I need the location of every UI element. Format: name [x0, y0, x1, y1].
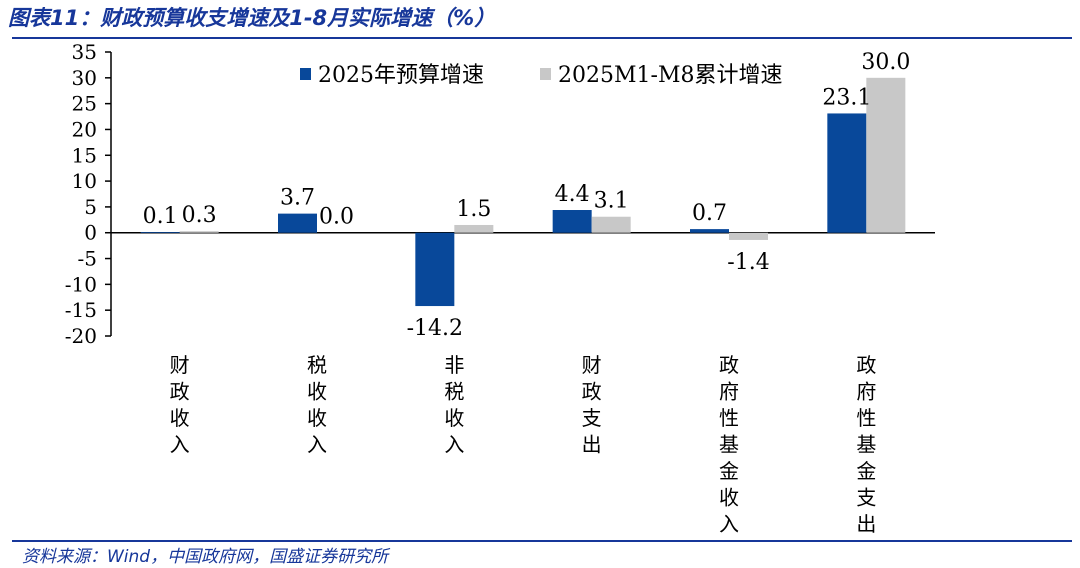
data-label-budget-4: 0.7: [692, 201, 727, 226]
legend-swatch-0: [300, 68, 311, 80]
data-label-budget-3: 4.4: [555, 182, 590, 207]
bar-budget-5: [827, 113, 867, 233]
category-label-1: 税收收入: [307, 353, 327, 457]
data-label-budget-5: 23.1: [822, 85, 871, 110]
y-tick-label: -10: [65, 272, 97, 296]
category-label-4: 政府性基金收入: [719, 353, 739, 536]
bar-actual-5: [866, 77, 906, 233]
data-label-budget-1: 3.7: [280, 186, 315, 211]
bar-budget-3: [552, 210, 592, 233]
legend-swatch-1: [540, 68, 551, 80]
bar-actual-2: [454, 224, 494, 233]
bar-actual-3: [591, 216, 631, 233]
bottom-rule: [12, 540, 1072, 542]
y-tick-label: 15: [72, 143, 97, 167]
legend-label-1: 2025M1-M8累计增速: [558, 63, 782, 88]
figure-title: 图表11：财政预算收支增速及1-8月实际增速（%）: [8, 6, 496, 30]
y-tick-label: 5: [84, 195, 97, 219]
category-label-3: 财政支出: [582, 353, 602, 457]
legend: 2025年预算增速 2025M1-M8累计增速: [300, 63, 782, 88]
data-label-actual-4: -1.4: [727, 250, 769, 275]
legend-label-0: 2025年预算增速: [318, 63, 484, 88]
bar-budget-0: [140, 232, 180, 234]
category-labels: 财政收入 税收收入 非税收入 财政支出 政府性基金收入 政府性基金支出: [170, 353, 877, 536]
y-tick-label: -5: [78, 247, 97, 271]
y-tick-label: -20: [65, 324, 97, 348]
top-rule: [12, 37, 1072, 39]
bar-budget-1: [278, 213, 317, 233]
y-tick-label: 30: [72, 66, 97, 90]
category-label-0: 财政收入: [170, 353, 190, 457]
y-tick-label: 10: [72, 169, 97, 193]
data-label-actual-1: 0.0: [319, 205, 354, 230]
bar-budget-2: [415, 232, 455, 307]
bar-budget-4: [690, 229, 729, 233]
data-label-budget-0: 0.1: [143, 204, 178, 229]
data-label-budget-2: -14.2: [407, 316, 463, 341]
y-tick-label: 25: [72, 92, 97, 116]
category-label-5: 政府性基金支出: [856, 353, 876, 536]
data-labels: 0.1 0.3 3.70.0 -14.2 1.5 4.4 3.1 0.7-1.4 23.1 30.…: [143, 50, 911, 341]
data-label-actual-3: 3.1: [594, 189, 629, 214]
y-tick-label: 0: [84, 221, 97, 245]
bar-actual-0: [179, 231, 219, 233]
y-tick-label: 20: [72, 117, 97, 141]
data-label-actual-5: 30.0: [861, 50, 910, 75]
bars: [140, 77, 906, 307]
y-tick-label: -15: [65, 298, 97, 322]
data-label-actual-0: 0.3: [182, 203, 217, 228]
y-tick-label: 35: [72, 40, 97, 64]
category-label-2: 非税收入: [444, 353, 464, 457]
source-note: 资料来源：Wind，中国政府网，国盛证券研究所: [22, 547, 389, 567]
data-label-actual-2: 1.5: [456, 197, 491, 222]
bar-actual-4: [729, 232, 768, 240]
